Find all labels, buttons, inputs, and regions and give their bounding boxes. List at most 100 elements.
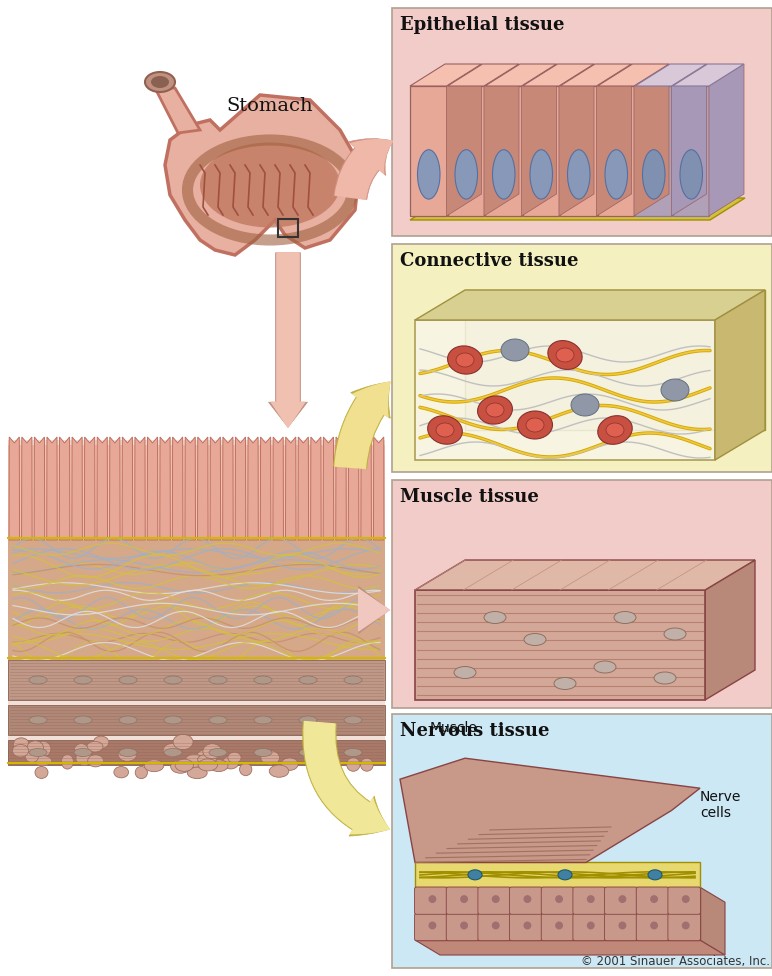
Ellipse shape xyxy=(228,752,241,763)
Ellipse shape xyxy=(614,612,636,624)
Ellipse shape xyxy=(198,759,218,771)
Bar xyxy=(598,86,634,216)
Ellipse shape xyxy=(680,149,703,199)
Ellipse shape xyxy=(86,742,103,752)
Ellipse shape xyxy=(88,754,103,767)
Polygon shape xyxy=(336,437,347,540)
Ellipse shape xyxy=(324,752,339,762)
Bar xyxy=(392,8,772,236)
Ellipse shape xyxy=(171,759,191,773)
Ellipse shape xyxy=(119,676,137,684)
Ellipse shape xyxy=(254,676,272,684)
Polygon shape xyxy=(147,437,157,540)
Ellipse shape xyxy=(144,759,164,772)
Text: Epithelial tissue: Epithelial tissue xyxy=(400,16,564,34)
Bar xyxy=(415,887,700,940)
Ellipse shape xyxy=(664,628,686,640)
Ellipse shape xyxy=(198,754,216,765)
Ellipse shape xyxy=(269,765,289,777)
Bar xyxy=(8,540,385,660)
Ellipse shape xyxy=(74,749,92,756)
Ellipse shape xyxy=(175,759,194,771)
Ellipse shape xyxy=(428,416,462,444)
Bar xyxy=(8,740,385,765)
Ellipse shape xyxy=(76,752,93,765)
Text: Nervous tissue: Nervous tissue xyxy=(400,722,550,740)
Ellipse shape xyxy=(299,676,317,684)
FancyArrowPatch shape xyxy=(359,590,389,630)
Ellipse shape xyxy=(530,149,553,199)
Ellipse shape xyxy=(556,348,574,362)
Ellipse shape xyxy=(33,755,52,766)
Bar xyxy=(672,86,709,216)
Polygon shape xyxy=(559,64,594,216)
Ellipse shape xyxy=(548,341,582,370)
Ellipse shape xyxy=(642,149,665,199)
Polygon shape xyxy=(260,437,271,540)
Polygon shape xyxy=(448,64,519,86)
Polygon shape xyxy=(198,437,208,540)
Ellipse shape xyxy=(523,895,531,903)
Polygon shape xyxy=(84,437,95,540)
Ellipse shape xyxy=(344,716,362,724)
Ellipse shape xyxy=(27,741,43,754)
Polygon shape xyxy=(34,437,45,540)
Text: Muscle: Muscle xyxy=(430,721,478,735)
Polygon shape xyxy=(361,437,371,540)
Polygon shape xyxy=(672,64,706,216)
Ellipse shape xyxy=(164,676,182,684)
Bar xyxy=(485,86,522,216)
FancyArrowPatch shape xyxy=(303,721,389,836)
Ellipse shape xyxy=(29,749,47,756)
Ellipse shape xyxy=(648,870,662,879)
Bar xyxy=(278,219,298,237)
FancyBboxPatch shape xyxy=(668,914,700,941)
Ellipse shape xyxy=(555,921,563,929)
Ellipse shape xyxy=(119,716,137,724)
Ellipse shape xyxy=(661,379,689,401)
Polygon shape xyxy=(705,560,755,700)
Polygon shape xyxy=(415,290,765,320)
Ellipse shape xyxy=(74,716,92,724)
FancyArrowPatch shape xyxy=(334,382,391,468)
Polygon shape xyxy=(59,437,69,540)
Ellipse shape xyxy=(13,738,29,751)
Ellipse shape xyxy=(185,754,204,767)
FancyArrowPatch shape xyxy=(304,721,389,834)
Polygon shape xyxy=(323,437,334,540)
Polygon shape xyxy=(222,437,233,540)
Ellipse shape xyxy=(113,766,128,778)
Polygon shape xyxy=(522,64,557,216)
Ellipse shape xyxy=(492,895,499,903)
FancyBboxPatch shape xyxy=(446,914,479,941)
Bar xyxy=(8,750,385,765)
Polygon shape xyxy=(484,64,519,216)
Ellipse shape xyxy=(29,676,47,684)
FancyArrowPatch shape xyxy=(271,253,305,427)
Ellipse shape xyxy=(361,758,373,771)
Bar xyxy=(415,863,700,887)
Ellipse shape xyxy=(456,353,474,367)
FancyBboxPatch shape xyxy=(668,887,700,915)
Ellipse shape xyxy=(587,895,594,903)
Polygon shape xyxy=(210,437,221,540)
Bar xyxy=(8,445,385,540)
FancyBboxPatch shape xyxy=(510,887,542,915)
Ellipse shape xyxy=(468,870,482,879)
Text: Muscle tissue: Muscle tissue xyxy=(400,488,539,506)
Polygon shape xyxy=(485,64,557,86)
Polygon shape xyxy=(709,64,744,216)
Polygon shape xyxy=(122,437,133,540)
Bar xyxy=(523,86,559,216)
Polygon shape xyxy=(235,437,245,540)
Ellipse shape xyxy=(598,416,632,444)
Ellipse shape xyxy=(523,921,531,929)
Ellipse shape xyxy=(151,76,169,88)
Polygon shape xyxy=(160,437,171,540)
Ellipse shape xyxy=(222,756,239,769)
Ellipse shape xyxy=(650,895,658,903)
Polygon shape xyxy=(446,64,482,216)
Ellipse shape xyxy=(436,423,454,437)
Ellipse shape xyxy=(163,744,181,757)
Ellipse shape xyxy=(682,921,689,929)
